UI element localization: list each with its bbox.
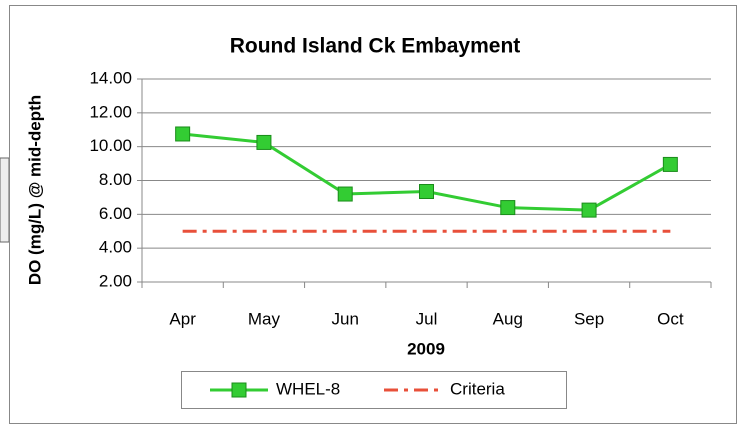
x-tick-label: Oct [657, 309, 684, 328]
marker [662, 156, 678, 172]
legend-label: Criteria [450, 379, 505, 398]
y-tick-label: 14.00 [89, 68, 132, 87]
x-tick-label: May [248, 309, 281, 328]
marker [175, 126, 191, 142]
marker [581, 202, 597, 218]
chart-title: Round Island Ck Embayment [230, 35, 521, 58]
background-fragment [0, 157, 10, 243]
y-tick-label: 12.00 [89, 102, 132, 121]
marker [500, 200, 516, 216]
y-tick-label: 6.00 [99, 204, 132, 223]
y-tick-label: 2.00 [99, 271, 132, 290]
x-tick-label: Jul [416, 309, 438, 328]
x-axis-title: 2009 [407, 339, 445, 358]
legend-label: WHEL-8 [276, 379, 340, 398]
x-tick-label: Sep [574, 309, 604, 328]
y-tick-label: 4.00 [99, 238, 132, 257]
x-tick-label: Jun [332, 309, 359, 328]
y-axis-title: DO (mg/L) @ mid-depth [25, 95, 44, 285]
y-tick-label: 8.00 [99, 170, 132, 189]
marker [337, 186, 353, 202]
marker [256, 134, 272, 150]
x-tick-label: Apr [169, 309, 196, 328]
marker [419, 183, 434, 199]
x-tick-label: Aug [493, 309, 523, 328]
y-tick-label: 10.00 [89, 136, 132, 155]
legend-marker [231, 382, 247, 398]
